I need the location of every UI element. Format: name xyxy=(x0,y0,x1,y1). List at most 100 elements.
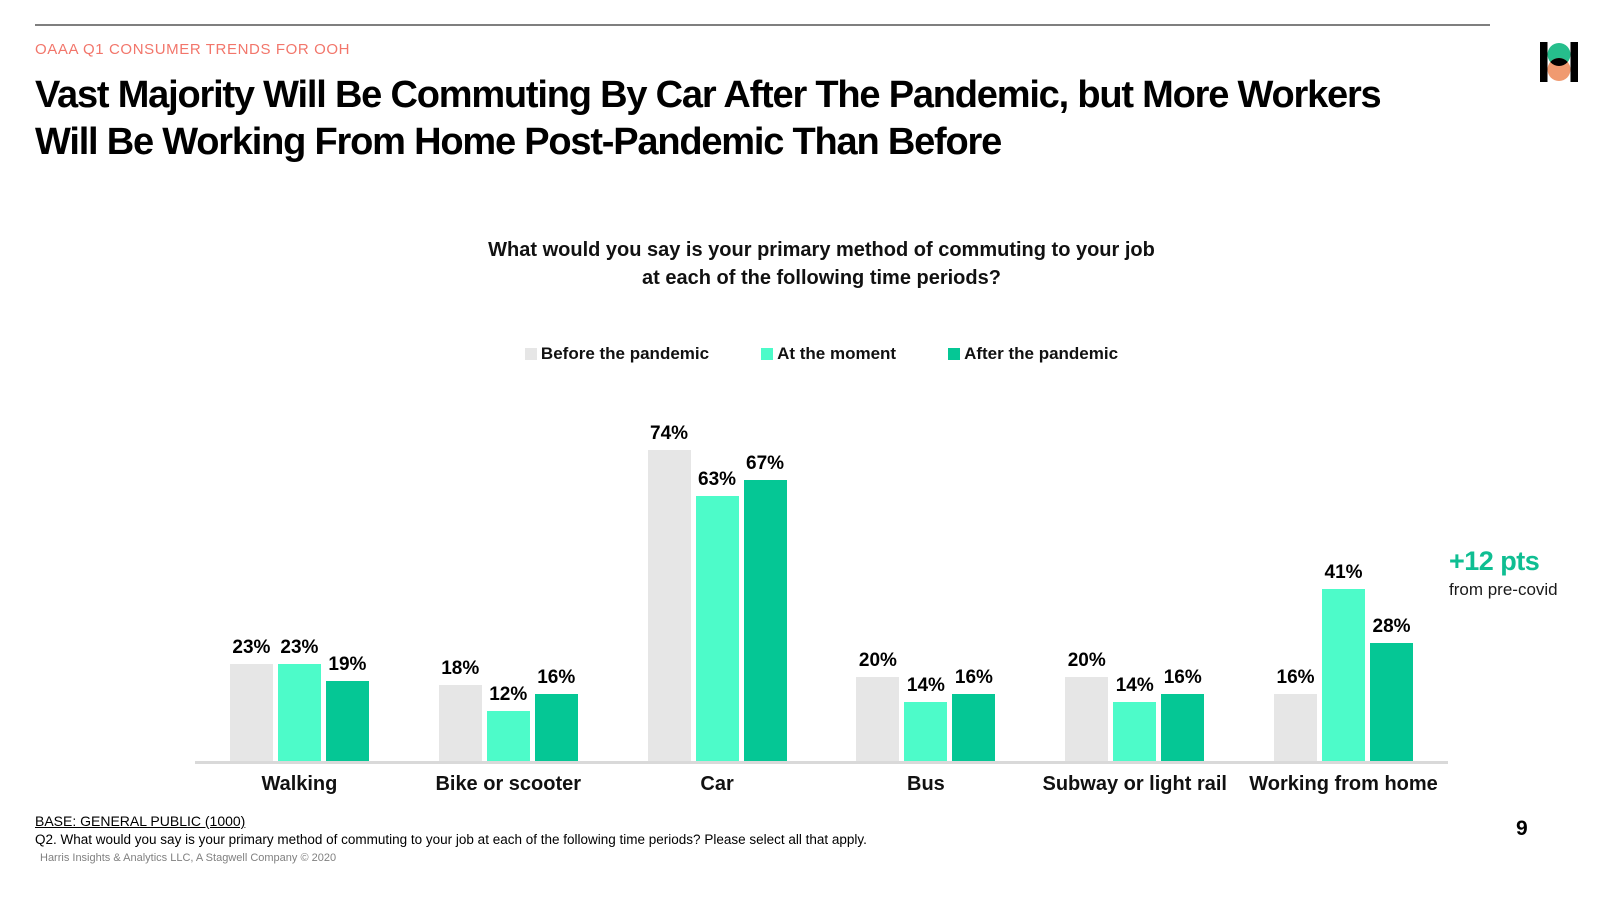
harris-poll-logo-icon xyxy=(1540,42,1578,82)
bar-with-label: 16% xyxy=(1274,667,1318,761)
bar-series-3 xyxy=(743,480,787,761)
chart-groups: 23% 23% 19% 18% 12% 16% 74% 63% 67% 20% 14% 16% 20% 1… xyxy=(195,390,1448,761)
bar-group-5: 20% 14% 16% xyxy=(1030,390,1239,761)
bar-series-3 xyxy=(534,694,578,761)
bar-value-label: 19% xyxy=(328,654,367,675)
bar-series-2 xyxy=(1113,702,1157,761)
bar-series-1 xyxy=(1274,694,1318,761)
logo-left-bar xyxy=(1540,42,1548,82)
slide-title-line2: Will Be Working From Home Post-Pandemic … xyxy=(35,121,1002,163)
chart-question: What would you say is your primary metho… xyxy=(195,236,1448,292)
legend-swatch-moment xyxy=(761,348,774,360)
bar-with-label: 16% xyxy=(534,667,578,761)
bar-with-label: 14% xyxy=(904,675,948,761)
bars-cluster: 20% 14% 16% xyxy=(1065,650,1205,761)
bar-with-label: 28% xyxy=(1370,616,1414,761)
bar-value-label: 74% xyxy=(650,423,689,444)
bar-value-label: 23% xyxy=(232,637,271,658)
bar-series-3 xyxy=(1161,694,1205,761)
slide-title-line1: Vast Majority Will Be Commuting By Car A… xyxy=(35,74,1382,116)
bar-series-1 xyxy=(856,677,900,761)
bar-value-label: 41% xyxy=(1324,562,1363,583)
legend-item-before: Before the pandemic xyxy=(524,344,709,364)
bar-with-label: 20% xyxy=(1065,650,1109,761)
bar-with-label: 16% xyxy=(1161,667,1205,761)
footer-question-note: Q2. What would you say is your primary m… xyxy=(35,832,867,847)
category-label: Walking xyxy=(261,773,338,795)
bar-with-label: 63% xyxy=(695,469,739,761)
wfh-change-annotation: +12 pts from pre-covid xyxy=(1449,546,1599,600)
bar-series-3 xyxy=(325,681,369,761)
legend-swatch-after xyxy=(948,348,961,360)
x-axis-line xyxy=(195,761,1448,764)
bar-value-label: 20% xyxy=(1067,650,1106,671)
category-label: Bike or scooter xyxy=(435,773,582,795)
bar-with-label: 74% xyxy=(647,423,691,761)
bar-series-1 xyxy=(647,450,691,761)
bar-with-label: 16% xyxy=(952,667,996,761)
logo-svg xyxy=(1540,42,1578,82)
bar-value-label: 18% xyxy=(441,658,480,679)
bars-cluster: 18% 12% 16% xyxy=(438,658,578,761)
legend-swatch-before xyxy=(524,348,537,360)
bar-with-label: 19% xyxy=(325,654,369,761)
bar-series-3 xyxy=(1370,643,1414,761)
bars-cluster: 16% 41% 28% xyxy=(1274,562,1414,761)
bar-group-4: 20% 14% 16% xyxy=(821,390,1030,761)
chart-question-line2: at each of the following time periods? xyxy=(642,267,1001,289)
chart-question-line1: What would you say is your primary metho… xyxy=(488,239,1155,261)
eyebrow-label: OAAA Q1 CONSUMER TRENDS FOR OOH xyxy=(35,41,351,58)
top-divider-line xyxy=(35,24,1490,26)
legend-label-moment: At the moment xyxy=(777,344,897,363)
category-label: Car xyxy=(700,773,734,795)
annotation-headline: +12 pts xyxy=(1449,546,1540,576)
bar-value-label: 23% xyxy=(280,637,319,658)
bar-with-label: 12% xyxy=(486,684,530,761)
bar-value-label: 16% xyxy=(954,667,993,688)
bar-value-label: 16% xyxy=(537,667,576,688)
bars-cluster: 20% 14% 16% xyxy=(856,650,996,761)
logo-right-bar xyxy=(1570,42,1578,82)
bar-with-label: 67% xyxy=(743,453,787,761)
bar-value-label: 16% xyxy=(1163,667,1202,688)
bar-group-3: 74% 63% 67% xyxy=(613,390,822,761)
bar-with-label: 20% xyxy=(856,650,900,761)
bar-value-label: 14% xyxy=(906,675,945,696)
bar-with-label: 14% xyxy=(1113,675,1157,761)
bar-series-2 xyxy=(904,702,948,761)
bar-value-label: 67% xyxy=(746,453,785,474)
legend-item-after: After the pandemic xyxy=(948,344,1118,364)
annotation-subtext: from pre-covid xyxy=(1449,580,1558,599)
bar-series-2 xyxy=(1322,589,1366,761)
bar-value-label: 16% xyxy=(1276,667,1315,688)
bar-value-label: 14% xyxy=(1115,675,1154,696)
category-label: Working from home xyxy=(1249,773,1438,795)
legend-label-after: After the pandemic xyxy=(964,344,1119,363)
bar-with-label: 41% xyxy=(1322,562,1366,761)
bar-series-2 xyxy=(695,496,739,761)
footer-source-note: Harris Insights & Analytics LLC, A Stagw… xyxy=(40,852,337,864)
category-labels-row: Walking Bike or scooter Car Bus Subway or li… xyxy=(195,773,1448,796)
logo-overlap-lens xyxy=(1547,58,1571,66)
legend-item-moment: At the moment xyxy=(761,344,896,364)
bar-group-1: 23% 23% 19% xyxy=(195,390,404,761)
bar-series-1 xyxy=(438,685,482,761)
chart-plot-area: 23% 23% 19% 18% 12% 16% 74% 63% 67% 20% 14% 16% 20% 1… xyxy=(195,390,1448,796)
bar-with-label: 23% xyxy=(277,637,321,761)
bar-series-2 xyxy=(277,664,321,761)
bar-group-2: 18% 12% 16% xyxy=(404,390,613,761)
bars-cluster: 74% 63% 67% xyxy=(647,423,787,761)
bar-value-label: 63% xyxy=(698,469,737,490)
bar-series-1 xyxy=(229,664,273,761)
bar-series-2 xyxy=(486,711,530,761)
page-number: 9 xyxy=(1516,817,1528,840)
bars-cluster: 23% 23% 19% xyxy=(229,637,369,761)
chart-legend: Before the pandemic At the moment After … xyxy=(195,344,1448,364)
footer-base-note: BASE: GENERAL PUBLIC (1000) xyxy=(35,813,246,829)
slide-title: Vast Majority Will Be Commuting By Car A… xyxy=(35,72,1545,166)
bar-value-label: 12% xyxy=(489,684,528,705)
category-label: Bus xyxy=(907,773,945,795)
bar-series-1 xyxy=(1065,677,1109,761)
bar-series-3 xyxy=(952,694,996,761)
